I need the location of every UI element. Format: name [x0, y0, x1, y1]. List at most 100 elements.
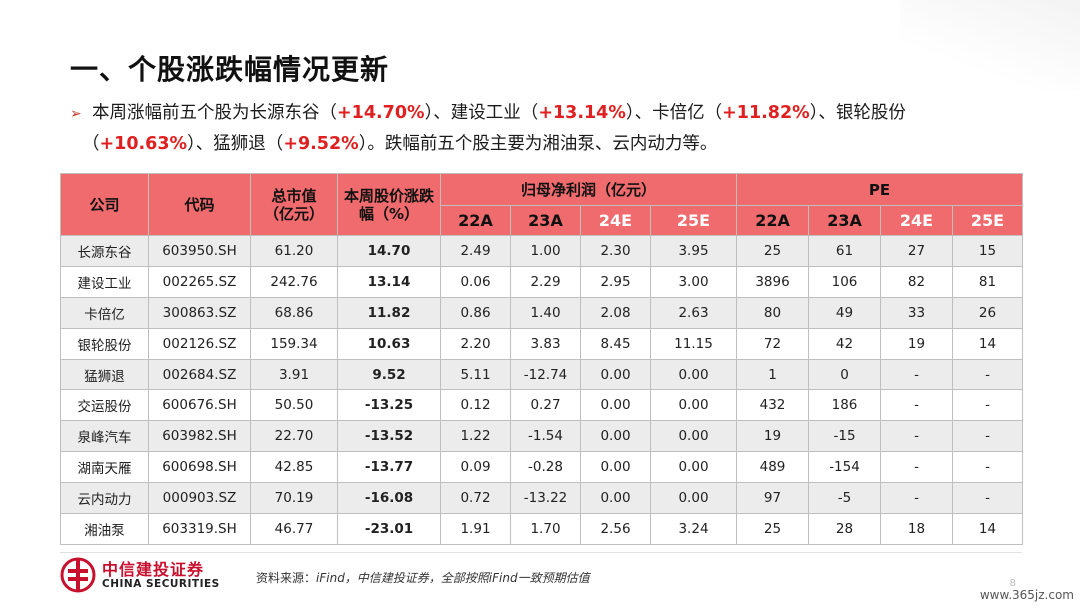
summary-line-1: ➢ 本周涨幅前五个股为长源东谷（+14.70%）、建设工业（+13.14%）、卡倍… [70, 98, 1030, 129]
cell-code: 000903.SZ [148, 482, 251, 515]
cell-weekly-change: -13.25 [337, 389, 441, 422]
cell-profit-22a: 2.20 [440, 327, 511, 360]
cell-profit-23a: -0.28 [510, 451, 581, 484]
cell-market-cap: 46.77 [250, 513, 338, 545]
cell-pe-24e: 18 [880, 513, 954, 545]
cell-profit-22a: 1.22 [440, 420, 511, 453]
source-text: iFind，中信建投证券，全部按照iFind一致预期估值 [316, 571, 590, 585]
cell-pe-24e: 82 [880, 265, 954, 298]
cell-pe-24e: - [880, 389, 954, 422]
cell-profit-25e: 0.00 [649, 358, 738, 391]
table-row: 湖南天雁 600698.SH 42.85 -13.77 0.09 -0.28 0.00 0.0… [60, 451, 1024, 484]
summary-line-1-segment: 本周涨幅前五个股为长源东谷（ [92, 103, 337, 123]
cell-pe-25e: - [952, 358, 1024, 391]
cell-profit-25e: 3.24 [649, 513, 738, 545]
cell-pe-23a: -15 [808, 420, 882, 453]
cell-market-cap: 22.70 [250, 420, 338, 453]
cell-code: 603319.SH [148, 513, 251, 545]
table-row: 银轮股份 002126.SZ 159.34 10.63 2.20 3.83 8.45 11.1… [60, 327, 1024, 360]
cell-pe-24e: - [880, 482, 954, 515]
cell-pe-24e: - [880, 420, 954, 453]
cell-pe-24e: 33 [880, 296, 954, 329]
cell-market-cap: 159.34 [250, 327, 338, 360]
cell-profit-24e: 0.00 [580, 482, 651, 515]
header-profit-24e: 24E [580, 205, 651, 236]
cell-profit-23a: 1.00 [510, 235, 581, 267]
cell-market-cap: 50.50 [250, 389, 338, 422]
summary-line-1-segment: +14.70% [337, 103, 425, 123]
header-pe-22a: 22A [736, 205, 810, 236]
cell-profit-24e: 0.00 [580, 389, 651, 422]
table-row: 交运股份 600676.SH 50.50 -13.25 0.12 0.27 0.00 0.00… [60, 389, 1024, 422]
summary-line-2-segment: ）。跌幅前五个股主要为湘油泵、云内动力等。 [358, 134, 718, 154]
cell-profit-25e: 0.00 [649, 451, 738, 484]
cell-pe-25e: 26 [952, 296, 1024, 329]
cell-pe-22a: 1 [736, 358, 810, 391]
cell-company: 湘油泵 [60, 513, 149, 545]
summary-line-2: （+10.63%）、猛狮退（+9.52%）。跌幅前五个股主要为湘油泵、云内动力等… [70, 129, 1030, 159]
cell-market-cap: 242.76 [250, 265, 338, 298]
table-header-row-2: 22A 23A 24E 25E 22A 23A 24E 25E [61, 205, 1024, 236]
summary-line-2-segment: （ [82, 134, 100, 154]
summary-line-1-segment: ）、银轮股份 [809, 103, 906, 123]
cell-profit-24e: 0.00 [580, 420, 651, 453]
cell-profit-22a: 0.72 [440, 482, 511, 515]
cell-profit-24e: 8.45 [580, 327, 651, 360]
cell-profit-23a: 1.70 [510, 513, 581, 545]
cell-profit-22a: 1.91 [440, 513, 511, 545]
citic-logo-icon [60, 557, 96, 593]
cell-pe-25e: - [952, 451, 1024, 484]
summary-line-2-segment: +9.52% [283, 134, 359, 154]
table-row: 长源东谷 603950.SH 61.20 14.70 2.49 1.00 2.30 3.95 2… [60, 235, 1024, 267]
summary-line-1-segment: ）、建设工业（ [424, 103, 539, 123]
cell-weekly-change: 14.70 [337, 235, 441, 267]
cell-weekly-change: -23.01 [337, 513, 441, 545]
corner-decoration [900, 0, 1080, 90]
cell-pe-25e: 14 [952, 327, 1024, 360]
table-row: 湘油泵 603319.SH 46.77 -23.01 1.91 1.70 2.56 3.24 2… [60, 513, 1024, 545]
summary-line-1-segment: ）、卡倍亿（ [625, 103, 723, 123]
cell-profit-25e: 0.00 [649, 420, 738, 453]
cell-pe-22a: 25 [736, 235, 810, 267]
cell-company: 泉峰汽车 [60, 420, 149, 453]
table-body: 长源东谷 603950.SH 61.20 14.70 2.49 1.00 2.30 3.95 2… [60, 235, 1024, 545]
cell-profit-25e: 0.00 [649, 389, 738, 422]
cell-pe-23a: 0 [808, 358, 882, 391]
cell-profit-23a: 0.27 [510, 389, 581, 422]
header-weekly-change-label: 本周股价涨跌幅（%） [343, 186, 434, 223]
cell-pe-22a: 80 [736, 296, 810, 329]
header-pe-25e: 25E [952, 205, 1024, 236]
header-market-cap: 总市值（亿元） [250, 173, 338, 236]
cell-market-cap: 68.86 [250, 296, 338, 329]
watermark: www.365jz.com [979, 588, 1074, 602]
cell-code: 002126.SZ [148, 327, 251, 360]
cell-company: 银轮股份 [60, 327, 149, 360]
cell-weekly-change: -13.52 [337, 420, 441, 453]
summary-line-1-segment: +13.14% [538, 103, 626, 123]
cell-pe-25e: 15 [952, 235, 1024, 267]
cell-pe-24e: - [880, 451, 954, 484]
cell-company: 猛狮退 [60, 358, 149, 391]
cell-profit-22a: 0.06 [440, 265, 511, 298]
table-row: 泉峰汽车 603982.SH 22.70 -13.52 1.22 -1.54 0.00 0.0… [60, 420, 1024, 453]
cell-pe-22a: 72 [736, 327, 810, 360]
page-title: 一、个股涨跌幅情况更新 [70, 53, 390, 86]
cell-profit-23a: -13.22 [510, 482, 581, 515]
cell-profit-25e: 11.15 [649, 327, 738, 360]
cell-pe-25e: - [952, 482, 1024, 515]
summary-text: ➢ 本周涨幅前五个股为长源东谷（+14.70%）、建设工业（+13.14%）、卡倍… [70, 98, 1030, 159]
cell-pe-22a: 25 [736, 513, 810, 545]
cell-pe-25e: - [952, 389, 1024, 422]
cell-market-cap: 42.85 [250, 451, 338, 484]
cell-pe-25e: 81 [952, 265, 1024, 298]
cell-profit-23a: -12.74 [510, 358, 581, 391]
summary-line-2-segment: +10.63% [99, 134, 188, 154]
cell-market-cap: 70.19 [250, 482, 338, 515]
cell-pe-22a: 97 [736, 482, 810, 515]
cell-profit-22a: 0.09 [440, 451, 511, 484]
header-profit-22a: 22A [440, 205, 511, 236]
cell-code: 002265.SZ [148, 265, 251, 298]
top-bar [0, 0, 1080, 6]
cell-pe-23a: 106 [808, 265, 882, 298]
cell-pe-24e: 19 [880, 327, 954, 360]
